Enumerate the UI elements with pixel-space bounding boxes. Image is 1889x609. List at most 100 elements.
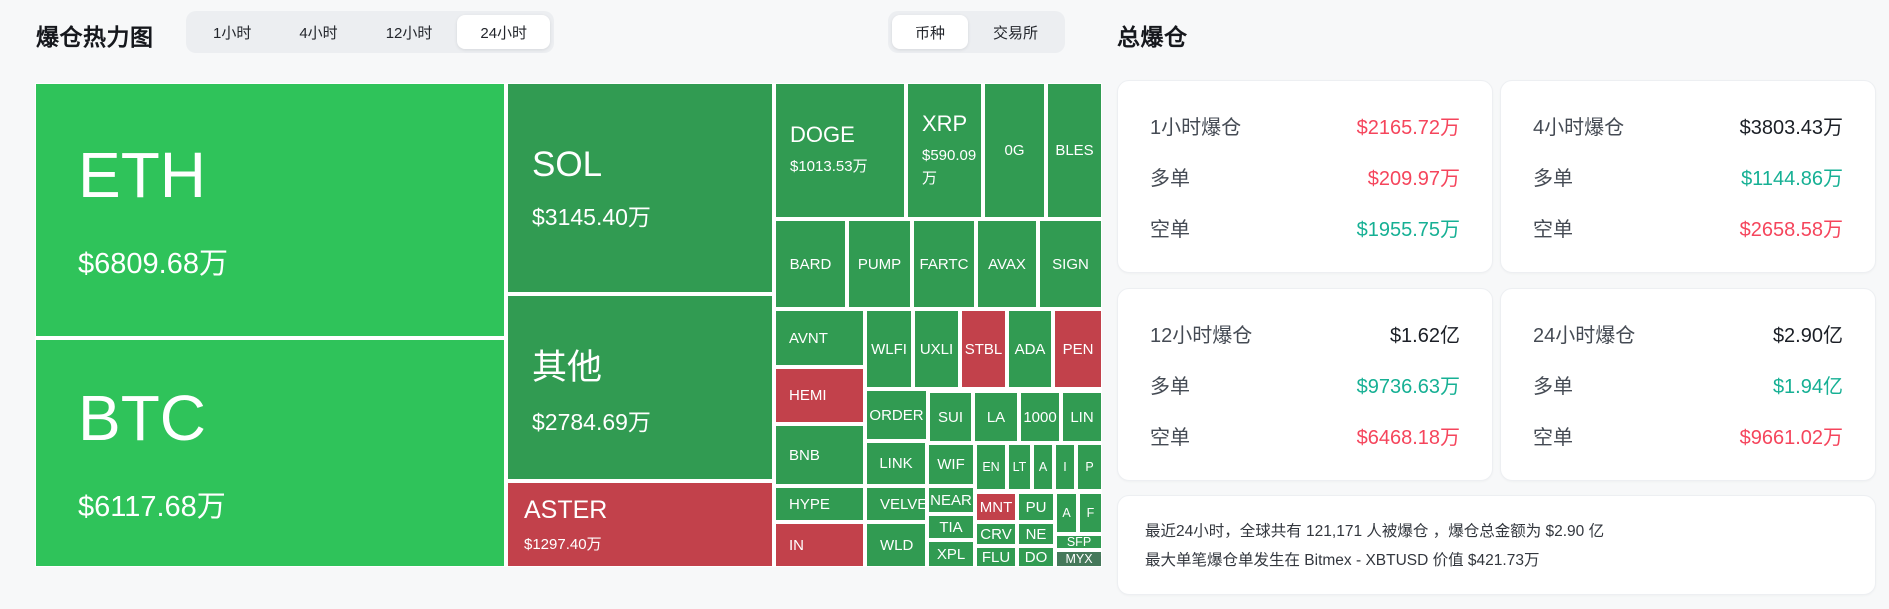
treemap-tile-AVNT[interactable]: AVNT: [775, 310, 864, 366]
treemap-tile-LIN[interactable]: LIN: [1062, 392, 1102, 442]
treemap-tile-WLD[interactable]: WLD: [866, 523, 926, 567]
tile-symbol: DOGE: [790, 122, 855, 148]
treemap-tile-MNT[interactable]: MNT: [976, 493, 1016, 521]
view-toggle-币种[interactable]: 币种: [892, 15, 969, 49]
treemap-tile-LINK[interactable]: LINK: [866, 442, 926, 485]
treemap-tile-EN[interactable]: EN: [976, 444, 1006, 490]
tile-symbol: BTC: [78, 382, 206, 454]
long-label: 多单: [1533, 168, 1573, 190]
treemap-tile-HYPE[interactable]: HYPE: [775, 487, 864, 521]
tile-symbol: CRV: [980, 525, 1012, 543]
treemap-tile-DOGE[interactable]: DOGE $1013.53万: [775, 83, 905, 218]
liq-card-12小时爆仓: 12小时爆仓 $1.62亿 多单 $9736.63万 空单 $6468.18万: [1117, 288, 1493, 481]
tile-symbol: BARD: [789, 255, 832, 273]
card-title: 12小时爆仓: [1150, 325, 1253, 347]
treemap-tile-UXLI[interactable]: UXLI: [914, 310, 959, 388]
treemap-tile-FLU[interactable]: FLU: [976, 547, 1016, 567]
tile-symbol: SIGN: [1052, 255, 1089, 273]
card-total-row: 4小时爆仓 $3803.43万: [1533, 111, 1843, 140]
summary-line: 最近24小时，全球共有 121,171 人被爆仓 ，爆仓总金额为 $2.90 亿: [1145, 523, 1605, 540]
treemap-tile-BTC[interactable]: BTC $6117.68万: [35, 339, 505, 567]
liq-card-4小时爆仓: 4小时爆仓 $3803.43万 多单 $1144.86万 空单 $2658.58万: [1500, 80, 1876, 273]
total-liquidation-title: 总爆仓: [1117, 24, 1188, 50]
treemap-tile-LA[interactable]: LA: [974, 392, 1018, 442]
treemap-tile-AVAX[interactable]: AVAX: [977, 220, 1037, 308]
card-total-row: 12小时爆仓 $1.62亿: [1150, 319, 1460, 348]
treemap-tile-PEN[interactable]: PEN: [1054, 310, 1102, 388]
treemap-tile-CRV[interactable]: CRV: [976, 523, 1016, 545]
long-label: 多单: [1150, 376, 1190, 398]
treemap-tile-P[interactable]: P: [1077, 444, 1102, 490]
card-total-row: 1小时爆仓 $2165.72万: [1150, 111, 1460, 140]
treemap-tile-ASTER[interactable]: ASTER $1297.40万: [507, 482, 773, 567]
treemap-tile-DO[interactable]: DO: [1018, 547, 1054, 567]
treemap-tile-其他[interactable]: 其他 $2784.69万: [507, 295, 773, 480]
time-tab-group: 1小时 4小时 12小时 24小时: [186, 11, 555, 53]
tile-value: $1013.53万: [790, 158, 868, 176]
time-tab-1小时[interactable]: 1小时: [190, 15, 274, 49]
treemap-tile-BNB[interactable]: BNB: [775, 425, 864, 485]
view-toggle-交易所[interactable]: 交易所: [970, 15, 1061, 49]
treemap-tile-I[interactable]: I: [1055, 444, 1075, 490]
treemap-tile-PU[interactable]: PU: [1018, 493, 1054, 521]
treemap-tile-PUMP[interactable]: PUMP: [848, 220, 911, 308]
tile-symbol: ADA: [1014, 340, 1046, 358]
treemap-tile-XRP[interactable]: XRP $590.09万: [907, 83, 982, 218]
treemap-tile-IN[interactable]: IN: [775, 523, 864, 567]
treemap-tile-HEMI[interactable]: HEMI: [775, 368, 864, 423]
tile-symbol: PU: [1025, 498, 1047, 516]
tile-symbol: I: [1063, 460, 1067, 474]
treemap-tile-SFP[interactable]: SFP: [1056, 535, 1102, 549]
treemap-tile-MYX[interactable]: MYX: [1056, 551, 1102, 567]
treemap-tile-F[interactable]: F: [1079, 493, 1102, 533]
treemap-tile-1000[interactable]: 1000: [1020, 392, 1060, 442]
short-label: 空单: [1533, 427, 1573, 449]
treemap-tile-A[interactable]: A: [1056, 493, 1077, 533]
card-long-row: 多单 $1144.86万: [1533, 162, 1843, 191]
treemap-tile-WLFI[interactable]: WLFI: [866, 310, 912, 388]
tile-symbol: ORDER: [869, 406, 924, 424]
tile-symbol: MYX: [1065, 552, 1093, 566]
time-tab-4小时[interactable]: 4小时: [276, 15, 360, 49]
treemap-tile-LT[interactable]: LT: [1008, 444, 1031, 490]
treemap-tile-VELVE[interactable]: VELVE: [866, 487, 926, 521]
treemap-tile-NEAR[interactable]: NEAR: [928, 487, 974, 513]
treemap-tile-ADA[interactable]: ADA: [1008, 310, 1052, 388]
card-short-row: 空单 $9661.02万: [1533, 421, 1843, 450]
treemap-tile-FARTC[interactable]: FARTC: [913, 220, 975, 308]
treemap-tile-XPL[interactable]: XPL: [928, 541, 974, 567]
treemap-tile-WIF[interactable]: WIF: [928, 444, 974, 485]
treemap-tile-ORDER[interactable]: ORDER: [866, 390, 927, 440]
tile-symbol: PUMP: [857, 255, 902, 273]
long-value: $209.97万: [1367, 168, 1460, 190]
treemap-tile-ETH[interactable]: ETH $6809.68万: [35, 83, 505, 337]
treemap-tile-A[interactable]: A: [1033, 444, 1053, 490]
tile-symbol: LIN: [1070, 408, 1094, 426]
long-label: 多单: [1150, 168, 1190, 190]
card-total-value: $3803.43万: [1739, 117, 1843, 139]
card-total-row: 24小时爆仓 $2.90亿: [1533, 319, 1843, 348]
treemap-tile-TIA[interactable]: TIA: [928, 515, 974, 539]
time-tab-24小时[interactable]: 24小时: [457, 15, 551, 49]
tile-symbol: A: [1038, 460, 1048, 474]
card-title: 4小时爆仓: [1533, 117, 1625, 139]
treemap-tile-0G[interactable]: 0G: [984, 83, 1045, 218]
tile-symbol: XPL: [936, 545, 966, 563]
treemap-tile-SUI[interactable]: SUI: [929, 392, 972, 442]
tile-symbol: ASTER: [524, 495, 608, 524]
tile-symbol: XRP: [922, 111, 968, 136]
treemap-tile-NE[interactable]: NE: [1018, 523, 1054, 545]
short-label: 空单: [1533, 219, 1573, 241]
treemap-tile-BLES[interactable]: BLES: [1047, 83, 1102, 218]
summary-card: 最近24小时，全球共有 121,171 人被爆仓 ，爆仓总金额为 $2.90 亿…: [1117, 495, 1876, 595]
tile-symbol: FARTC: [919, 255, 969, 273]
tile-symbol: IN: [789, 536, 804, 554]
time-tab-12小时[interactable]: 12小时: [363, 15, 456, 49]
treemap-tile-STBL[interactable]: STBL: [961, 310, 1006, 388]
treemap-tile-BARD[interactable]: BARD: [775, 220, 846, 308]
treemap-tile-SOL[interactable]: SOL $3145.40万: [507, 83, 773, 293]
treemap-tile-SIGN[interactable]: SIGN: [1039, 220, 1102, 308]
tile-symbol: PEN: [1062, 340, 1094, 358]
tile-symbol: WIF: [937, 456, 965, 473]
tile-symbol: FLU: [981, 548, 1011, 566]
